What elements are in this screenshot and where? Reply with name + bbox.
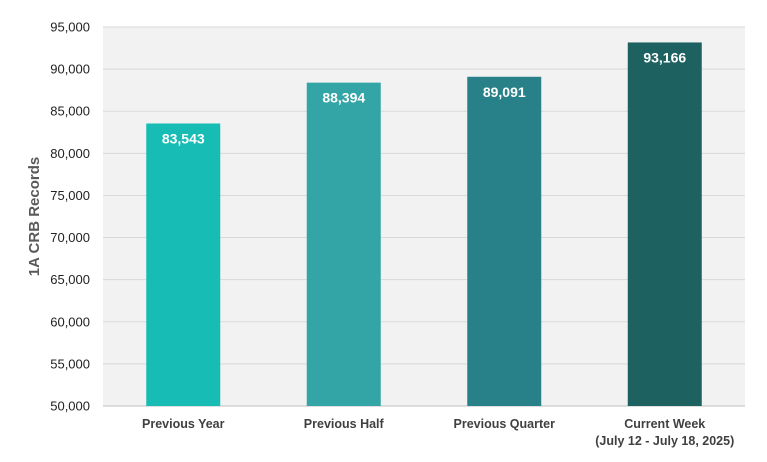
x-category-label: Current Week — [624, 417, 705, 431]
y-tick-label: 95,000 — [50, 20, 90, 35]
y-tick-label: 70,000 — [50, 230, 90, 245]
bars — [146, 42, 702, 407]
y-tick-label: 55,000 — [50, 356, 90, 371]
x-category-label: Previous Year — [142, 417, 225, 431]
x-category-label: (July 12 - July 18, 2025) — [595, 434, 734, 448]
y-axis-title: 1A CRB Records — [26, 157, 43, 276]
bar — [146, 123, 221, 406]
x-category-label: Previous Half — [304, 417, 385, 431]
y-tick-label: 60,000 — [50, 314, 90, 329]
bar — [627, 42, 702, 407]
data-label: 83,543 — [162, 130, 205, 146]
y-tick-label: 65,000 — [50, 272, 90, 287]
y-tick-label: 50,000 — [50, 399, 90, 414]
data-label: 88,394 — [322, 90, 365, 106]
y-tick-label: 85,000 — [50, 104, 90, 119]
y-tick-label: 75,000 — [50, 188, 90, 203]
data-labels: 83,543 88,394 89,091 93,166 — [162, 49, 687, 146]
data-label: 93,166 — [643, 49, 686, 65]
data-label: 89,091 — [483, 84, 526, 100]
y-tick-label: 80,000 — [50, 146, 90, 161]
bar — [306, 82, 381, 406]
y-axis-ticks: 50,000 55,000 60,000 65,000 70,000 75,000 80,0… — [50, 20, 90, 414]
bar — [467, 76, 542, 407]
x-category-label: Previous Quarter — [454, 417, 556, 431]
y-tick-label: 90,000 — [50, 62, 90, 77]
x-axis-categories: Previous Year Previous Half Previous Quart… — [142, 417, 734, 448]
